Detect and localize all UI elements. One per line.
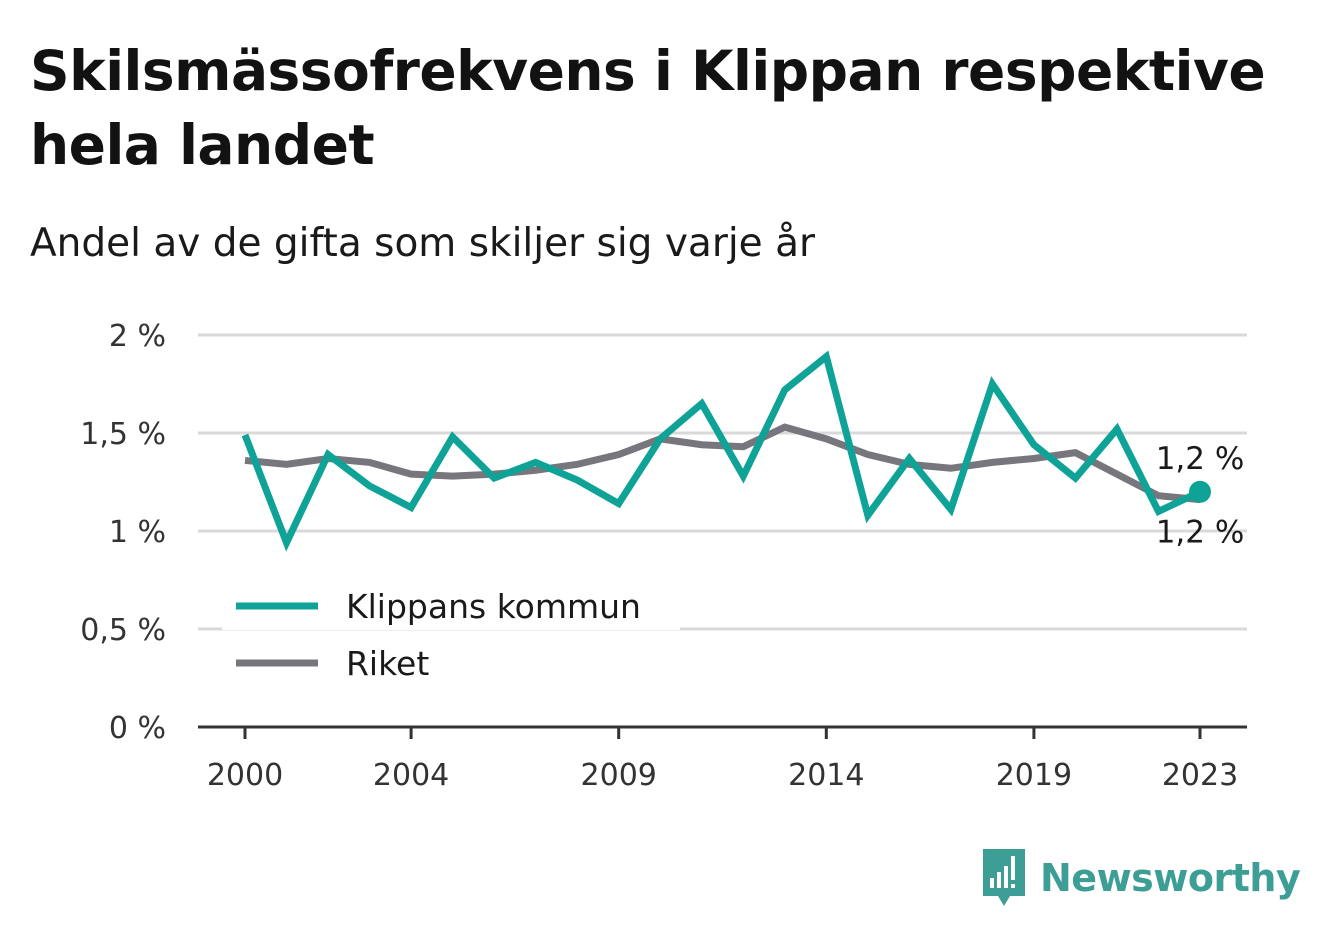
- newsworthy-logo[interactable]: Newsworthy: [980, 846, 1301, 910]
- legend-label: Klippans kommun: [346, 587, 641, 626]
- x-tick-label: 2000: [207, 758, 283, 793]
- riket-end-label: 1,2 %: [1156, 515, 1245, 551]
- line-chart: 0 % 0,5 % 1 % 1,5 % 2 % 2000 2004 2009 2014 2019…: [80, 319, 1247, 793]
- series-lines: [241, 350, 1211, 552]
- y-tick-label: 2 %: [109, 319, 166, 354]
- y-tick-label: 0,5 %: [80, 613, 166, 648]
- x-tick-label: 2019: [996, 758, 1072, 793]
- x-tick-label: 2004: [373, 758, 449, 793]
- end-labels: 1,2 % 1,2 %: [1156, 441, 1245, 551]
- y-tick-label: 0 %: [109, 711, 166, 746]
- x-tick-label: 2023: [1162, 758, 1238, 793]
- klippan-end-label: 1,2 %: [1156, 441, 1245, 477]
- series-line-klippan: [241, 350, 1202, 552]
- y-tick-label: 1,5 %: [80, 417, 166, 452]
- brand-name: Newsworthy: [1040, 856, 1301, 900]
- chart-subtitle: Andel av de gifta som skiljer sig varje …: [30, 221, 816, 266]
- legend: Klippans kommun Riket: [222, 582, 680, 683]
- y-axis-tick-labels: 0 % 0,5 % 1 % 1,5 % 2 %: [80, 319, 166, 746]
- y-tick-label: 1 %: [109, 515, 166, 550]
- x-axis: 2000 2004 2009 2014 2019 2023: [198, 725, 1247, 793]
- x-tick-label: 2014: [788, 758, 864, 793]
- klippan-end-point: [1189, 480, 1211, 503]
- chart-title: Skilsmässofrekvens i Klippan respektive …: [30, 39, 1266, 177]
- x-tick-label: 2009: [581, 758, 657, 793]
- legend-label: Riket: [346, 644, 429, 683]
- newsworthy-chart-icon: [983, 849, 1025, 906]
